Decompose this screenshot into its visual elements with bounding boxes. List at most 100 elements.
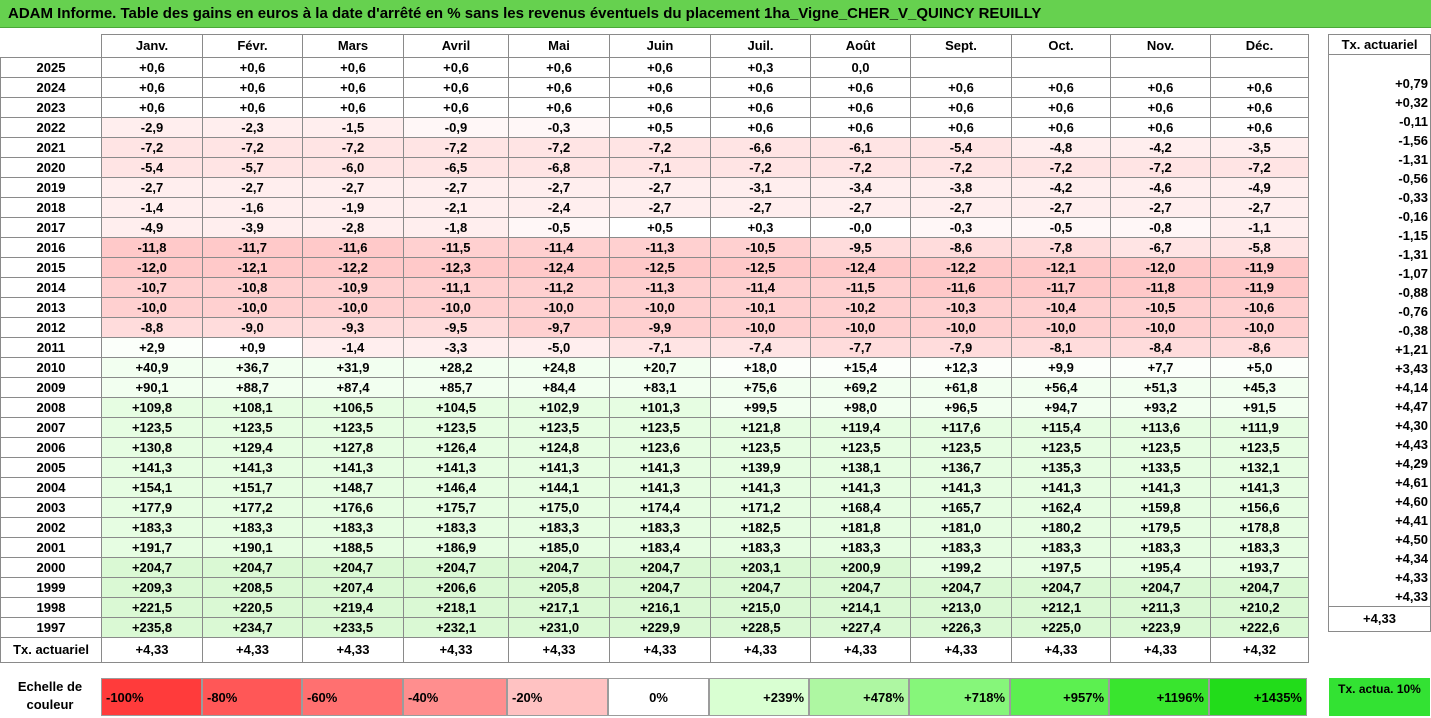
tx-actuariel-cell: +4,41 (1328, 511, 1431, 530)
year-cell: 1997 (0, 617, 102, 638)
value-cell: -2,7 (202, 177, 303, 198)
legend-swatch: +718% (909, 678, 1010, 716)
tx-actuariel-cell: +4,61 (1328, 473, 1431, 492)
value-cell: +205,8 (508, 577, 610, 598)
tx-actuariel-cell: -1,31 (1328, 245, 1431, 264)
value-cell: +0,6 (508, 77, 610, 98)
value-cell: +56,4 (1011, 377, 1111, 398)
value-cell: -10,0 (1210, 317, 1309, 338)
value-cell: +0,6 (810, 97, 911, 118)
value-cell: 0,0 (810, 57, 911, 78)
value-cell: -2,4 (508, 197, 610, 218)
value-cell: -3,5 (1210, 137, 1309, 158)
tx-actuariel-cell: -0,56 (1328, 169, 1431, 188)
value-cell: +106,5 (302, 397, 404, 418)
tx-actuariel-cell: +3,43 (1328, 359, 1431, 378)
value-cell: +141,3 (302, 457, 404, 478)
legend-label: Echelle de couleur (17, 679, 83, 712)
tx-actuariel-cell: +4,50 (1328, 530, 1431, 549)
value-cell: +179,5 (1110, 517, 1211, 538)
value-cell: -11,8 (101, 237, 203, 258)
value-cell: +115,4 (1011, 417, 1111, 438)
value-cell: +0,6 (1011, 117, 1111, 138)
table-row: 2025 +0,6 +0,6 +0,6 +0,6 +0,6 +0,6 +0,3 0,0 (0, 57, 1309, 78)
legend-swatch: +957% (1010, 678, 1109, 716)
value-cell: +99,5 (710, 397, 811, 418)
month-header: Juil. (710, 34, 811, 58)
value-cell: -11,4 (508, 237, 610, 258)
month-header: Nov. (1110, 34, 1211, 58)
tx-actuariel-cell: +4,60 (1328, 492, 1431, 511)
value-cell: +91,5 (1210, 397, 1309, 418)
year-cell: 2004 (0, 477, 102, 498)
value-cell: +0,6 (910, 97, 1012, 118)
value-cell: +88,7 (202, 377, 303, 398)
value-cell: -9,0 (202, 317, 303, 338)
value-cell: -4,2 (1110, 137, 1211, 158)
value-cell: +183,3 (508, 517, 610, 538)
value-cell: +141,3 (403, 457, 509, 478)
value-cell: -10,0 (1011, 317, 1111, 338)
value-cell: +0,3 (710, 217, 811, 238)
value-cell: +90,1 (101, 377, 203, 398)
value-cell: -1,9 (302, 197, 404, 218)
value-cell: +154,1 (101, 477, 203, 498)
value-cell: +183,3 (1011, 537, 1111, 558)
value-cell: +204,7 (1110, 577, 1211, 598)
year-cell: 2011 (0, 337, 102, 358)
value-cell: +123,5 (202, 417, 303, 438)
year-cell: 1998 (0, 597, 102, 618)
month-header: Avril (403, 34, 509, 58)
value-cell: +0,6 (1110, 117, 1211, 138)
month-header: Mars (302, 34, 404, 58)
value-cell: -10,6 (1210, 297, 1309, 318)
value-cell: -2,7 (1210, 197, 1309, 218)
value-cell: -11,3 (609, 237, 711, 258)
value-cell: +108,1 (202, 397, 303, 418)
value-cell: -7,2 (1210, 157, 1309, 178)
table-row: 2015 -12,0 -12,1 -12,2 -12,3 -12,4 -12,5 -12,5-… (0, 257, 1309, 278)
value-cell: +0,6 (1210, 117, 1309, 138)
tx-actuariel-cell: -0,11 (1328, 112, 1431, 131)
value-cell: +0,6 (810, 77, 911, 98)
value-cell: -7,2 (1110, 157, 1211, 178)
legend-swatch: -100% (101, 678, 202, 716)
value-cell: +204,7 (910, 577, 1012, 598)
value-cell: +93,2 (1110, 397, 1211, 418)
table-row: 2024 +0,6 +0,6 +0,6 +0,6 +0,6 +0,6 +0,6 +0,6 +0,6… (0, 77, 1309, 98)
value-cell: -12,0 (1110, 257, 1211, 278)
value-cell: -10,0 (403, 297, 509, 318)
table-row: 2017 -4,9 -3,9 -2,8 -1,8 -0,5 +0,5 +0,3 -0,0 -0,3… (0, 217, 1309, 238)
tx-actuariel-cell: -0,88 (1328, 283, 1431, 302)
value-cell: +117,6 (910, 417, 1012, 438)
title-bar: ADAM Informe. Table des gains en euros à… (0, 0, 1431, 28)
tx-legend-swatch: Tx. actua. 10% (1329, 678, 1430, 716)
tx-actuariel-cell: +4,14 (1328, 378, 1431, 397)
value-cell: -3,1 (710, 177, 811, 198)
value-cell: +175,7 (403, 497, 509, 518)
value-cell: +141,3 (202, 457, 303, 478)
value-cell: -10,0 (202, 297, 303, 318)
tx-actuariel-cell: -1,15 (1328, 226, 1431, 245)
value-cell: -7,2 (508, 137, 610, 158)
value-cell: +109,8 (101, 397, 203, 418)
value-cell: -1,6 (202, 197, 303, 218)
value-cell: -11,2 (508, 277, 610, 298)
value-cell: +222,6 (1210, 617, 1309, 638)
value-cell: +217,1 (508, 597, 610, 618)
value-cell: +0,6 (1110, 97, 1211, 118)
value-cell: -6,5 (403, 157, 509, 178)
total-value-cell: +4,33 (101, 637, 203, 663)
value-cell: +148,7 (302, 477, 404, 498)
value-cell: -0,9 (403, 117, 509, 138)
value-cell: -8,4 (1110, 337, 1211, 358)
value-cell: +226,3 (910, 617, 1012, 638)
year-cell: 2012 (0, 317, 102, 338)
value-cell: -10,9 (302, 277, 404, 298)
value-cell: -10,2 (810, 297, 911, 318)
value-cell: +181,0 (910, 517, 1012, 538)
value-cell: +156,6 (1210, 497, 1309, 518)
legend-swatch: -60% (302, 678, 403, 716)
year-cell: 2024 (0, 77, 102, 98)
year-cell: 2008 (0, 397, 102, 418)
